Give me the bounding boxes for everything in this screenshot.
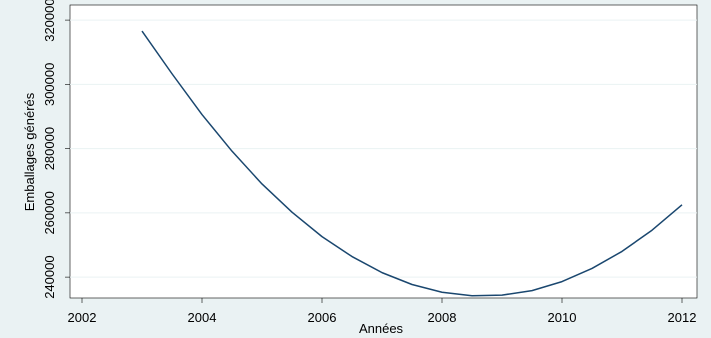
x-tick-label: 2012 xyxy=(668,310,697,325)
line xyxy=(141,30,683,297)
plot-area xyxy=(69,4,698,299)
x-tick-label: 2008 xyxy=(428,310,457,325)
y-tick-label: 300000 xyxy=(42,63,57,106)
x-tick-label: 2002 xyxy=(68,310,97,325)
y-tick-label: 280000 xyxy=(42,127,57,170)
y-tick-label: 240000 xyxy=(42,255,57,298)
y-axis-title: Emballages générés xyxy=(22,92,37,211)
x-tick-label: 2004 xyxy=(188,310,217,325)
x-axis-title: Années xyxy=(359,321,404,336)
x-tick-label: 2006 xyxy=(308,310,337,325)
x-tick-label: 2010 xyxy=(548,310,577,325)
y-tick-label: 260000 xyxy=(42,191,57,234)
y-tick-label: 320000 xyxy=(42,0,57,42)
